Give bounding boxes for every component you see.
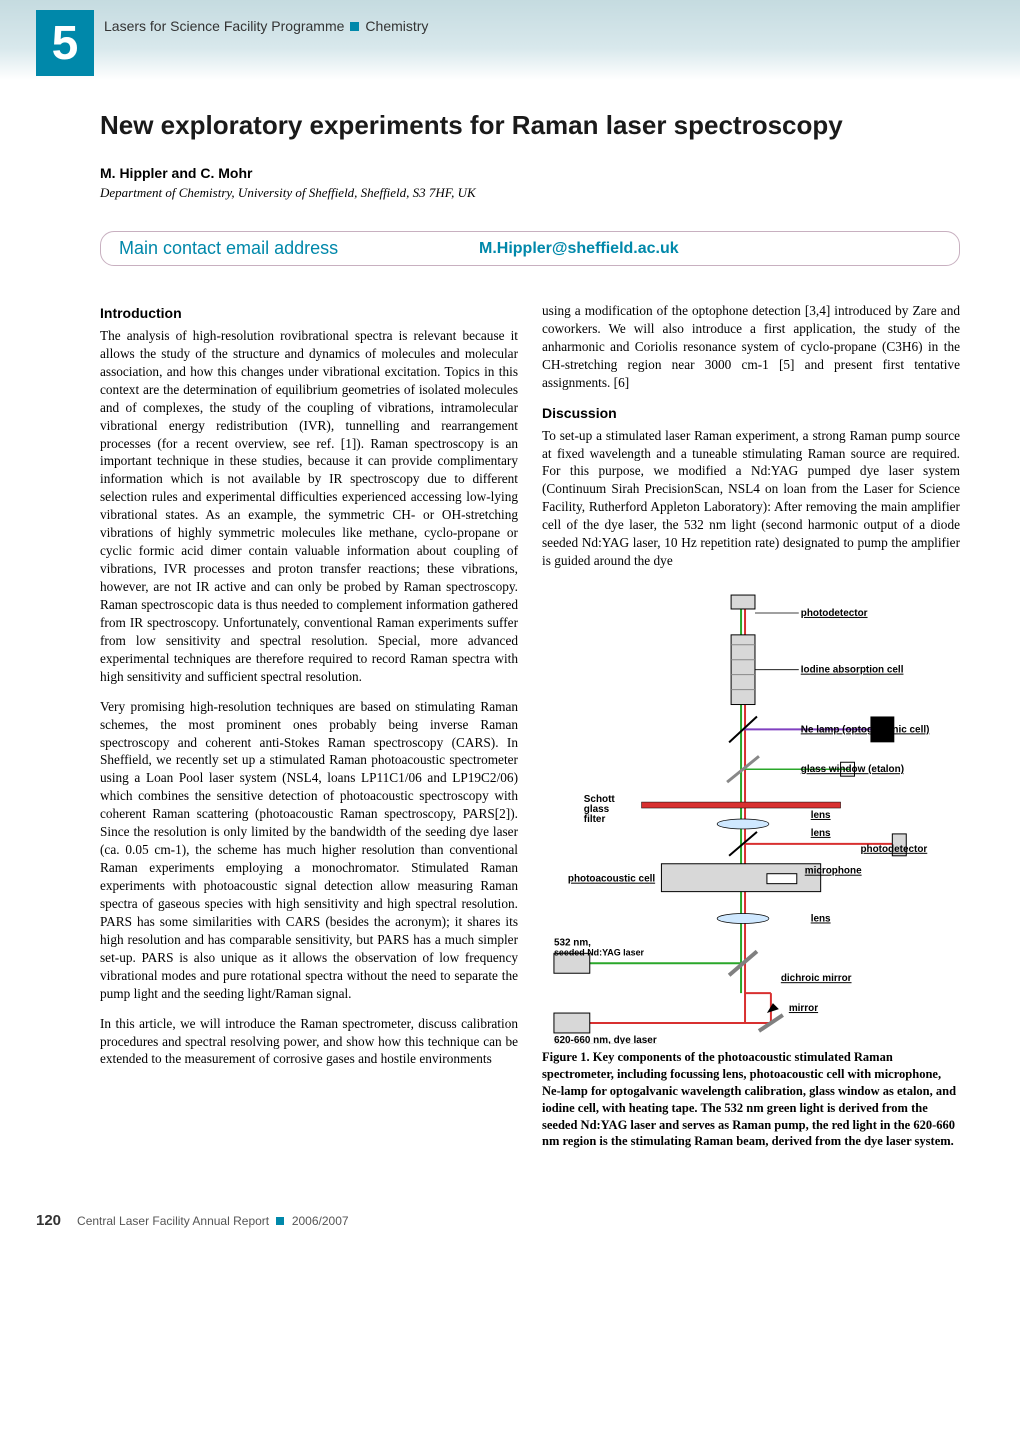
intro-paragraph-2: Very promising high-resolution technique… bbox=[100, 698, 518, 1003]
col2-paragraph-1: using a modification of the optophone de… bbox=[542, 302, 960, 392]
label-iodine-cell: Iodine absorption cell bbox=[801, 665, 904, 676]
report-year: 2006/2007 bbox=[292, 1214, 349, 1228]
label-green-laser-2: seeded Nd:YAG laser bbox=[554, 947, 645, 957]
header-breadcrumb: Lasers for Science Facility Programme Ch… bbox=[104, 18, 428, 34]
page-content: New exploratory experiments for Raman la… bbox=[0, 80, 1020, 1192]
contact-bar: Main contact email address M.Hippler@she… bbox=[100, 231, 960, 266]
left-column: Introduction The analysis of high-resolu… bbox=[100, 302, 518, 1162]
label-glass-window: glass window (etalon) bbox=[801, 764, 904, 775]
contact-label: Main contact email address bbox=[119, 238, 479, 259]
intro-paragraph-3: In this article, we will introduce the R… bbox=[100, 1015, 518, 1069]
affiliation: Department of Chemistry, University of S… bbox=[100, 185, 960, 201]
label-ne-lamp: Ne lamp (optogalvanic cell) bbox=[801, 724, 930, 735]
label-schott-3: filter bbox=[584, 814, 606, 825]
label-dichroic: dichroic mirror bbox=[781, 973, 852, 984]
label-lens-2: lens bbox=[811, 828, 831, 839]
label-lens-1: lens bbox=[811, 810, 831, 821]
footer-square-icon bbox=[276, 1217, 284, 1225]
report-name: Central Laser Facility Annual Report bbox=[77, 1214, 269, 1228]
label-pa-cell: photoacoustic cell bbox=[568, 874, 655, 885]
figure-1-caption: Figure 1. Key components of the photoaco… bbox=[542, 1049, 960, 1150]
page-footer: 120 Central Laser Facility Annual Report… bbox=[0, 1192, 1020, 1249]
label-photodetector-2: photodetector bbox=[860, 844, 927, 855]
article-title: New exploratory experiments for Raman la… bbox=[100, 110, 960, 141]
discussion-heading: Discussion bbox=[542, 404, 960, 423]
authors: M. Hippler and C. Mohr bbox=[100, 165, 960, 181]
two-column-layout: Introduction The analysis of high-resolu… bbox=[100, 302, 960, 1162]
section-number: 5 bbox=[36, 10, 94, 76]
figure-1: photodetector Iodine absorption cell Ne … bbox=[542, 584, 960, 1150]
label-microphone: microphone bbox=[805, 866, 862, 877]
label-photodetector: photodetector bbox=[801, 608, 868, 619]
label-lens-3: lens bbox=[811, 914, 831, 925]
discussion-paragraph-1: To set-up a stimulated laser Raman exper… bbox=[542, 427, 960, 571]
intro-paragraph-1: The analysis of high-resolution rovibrat… bbox=[100, 327, 518, 686]
introduction-heading: Introduction bbox=[100, 304, 518, 323]
right-column: using a modification of the optophone de… bbox=[542, 302, 960, 1162]
contact-email: M.Hippler@sheffield.ac.uk bbox=[479, 240, 679, 258]
separator-square-icon bbox=[350, 22, 359, 31]
programme-label: Lasers for Science Facility Programme bbox=[104, 18, 344, 34]
label-dye-laser: 620-660 nm, dye laser bbox=[554, 1035, 657, 1044]
figure-1-diagram: photodetector Iodine absorption cell Ne … bbox=[542, 584, 960, 1044]
header-band: 5 Lasers for Science Facility Programme … bbox=[0, 0, 1020, 80]
footer-text: Central Laser Facility Annual Report 200… bbox=[77, 1214, 349, 1228]
category-label: Chemistry bbox=[365, 18, 428, 34]
label-mirror: mirror bbox=[789, 1003, 818, 1014]
page-number: 120 bbox=[36, 1212, 61, 1229]
